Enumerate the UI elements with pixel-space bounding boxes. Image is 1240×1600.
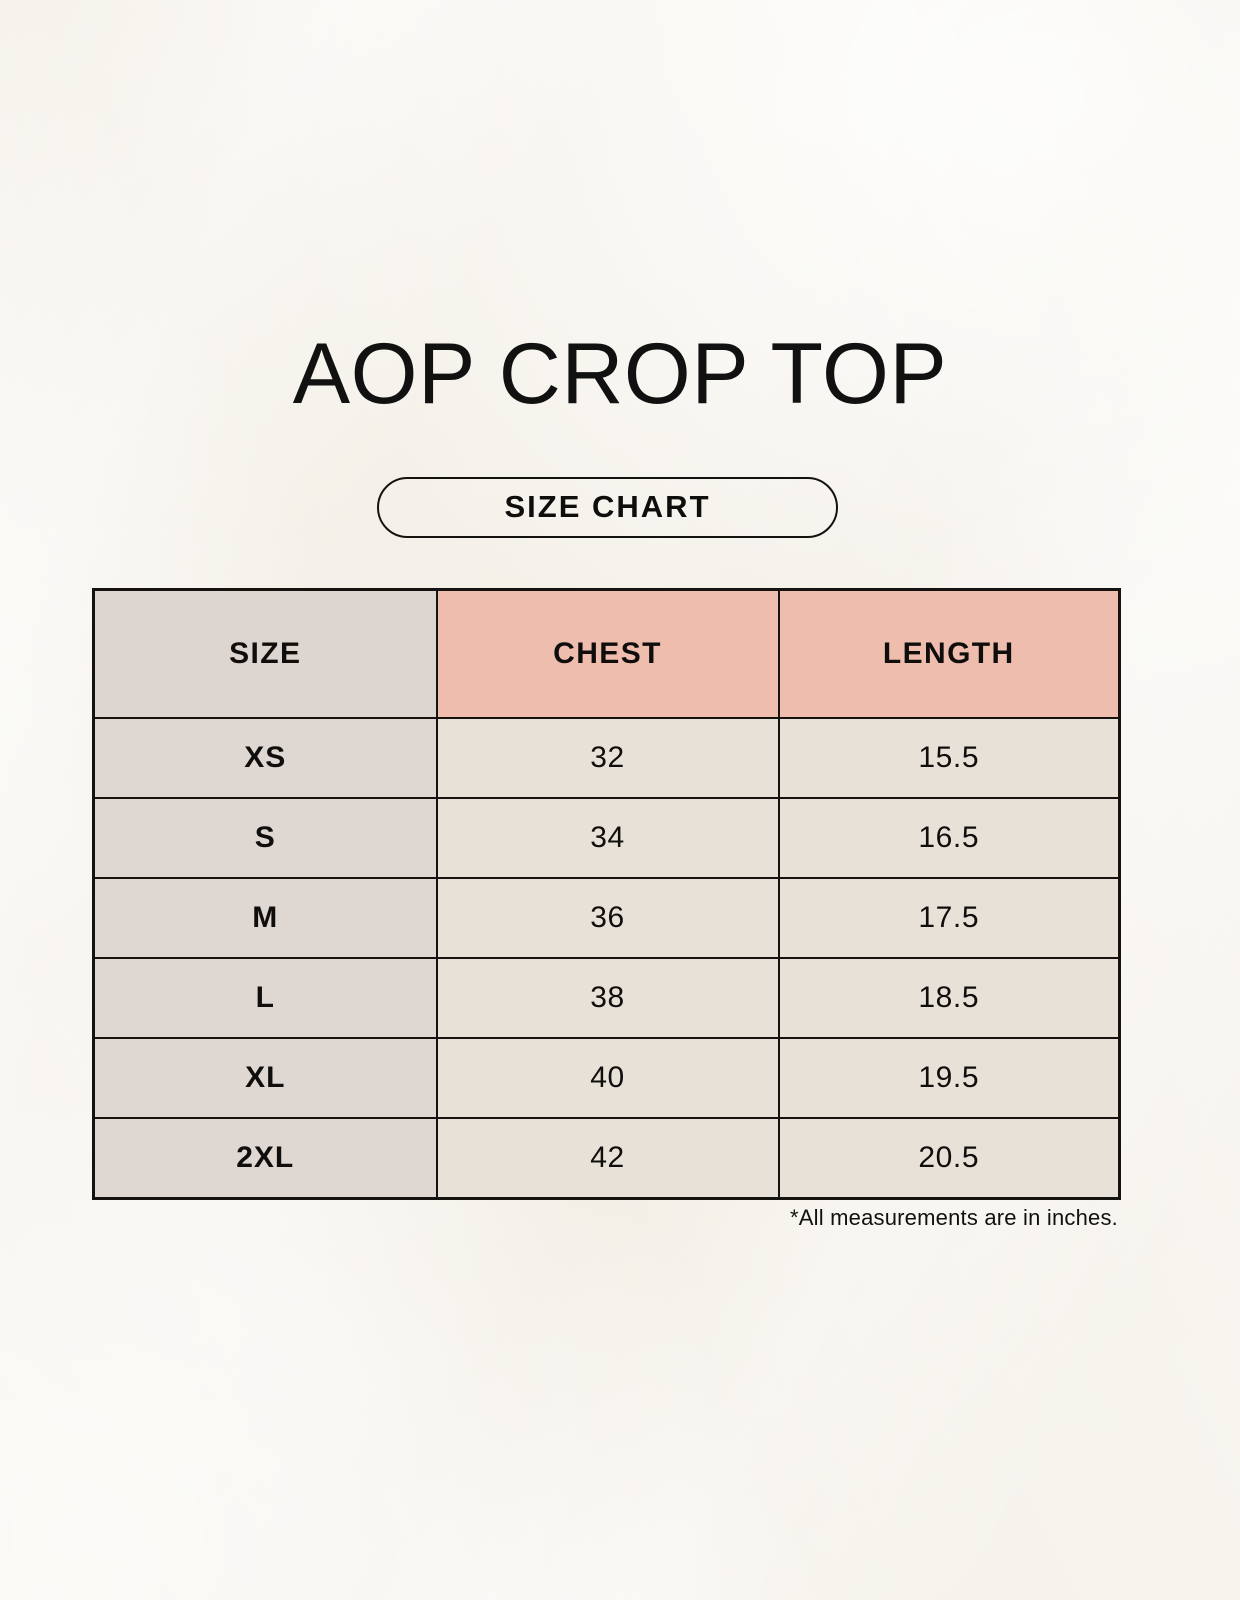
cell-chest: 32 <box>435 717 780 799</box>
table-row: XL 40 19.5 <box>92 1037 1121 1119</box>
size-chart-badge: SIZE CHART <box>377 477 838 538</box>
size-table-header: SIZE CHEST LENGTH <box>92 588 1121 719</box>
cell-chest: 36 <box>435 877 780 959</box>
column-header-size: SIZE <box>92 588 438 719</box>
size-table: SIZE CHEST LENGTH XS 32 15.5 S 34 16.5 M <box>92 588 1121 1200</box>
cell-length: 18.5 <box>777 957 1121 1039</box>
table-row: S 34 16.5 <box>92 797 1121 879</box>
cell-size: L <box>92 957 438 1039</box>
table-row: XS 32 15.5 <box>92 717 1121 799</box>
cell-size: XL <box>92 1037 438 1119</box>
cell-size: S <box>92 797 438 879</box>
column-header-length: LENGTH <box>777 588 1121 719</box>
size-table-body: XS 32 15.5 S 34 16.5 M 36 17.5 L 38 <box>92 717 1121 1199</box>
column-header-chest: CHEST <box>435 588 780 719</box>
cell-length: 15.5 <box>777 717 1121 799</box>
measurement-unit-footnote: *All measurements are in inches. <box>790 1205 1118 1230</box>
table-header-row: SIZE CHEST LENGTH <box>92 588 1121 719</box>
cell-size: M <box>92 877 438 959</box>
page-title: AOP CROP TOP <box>292 326 948 422</box>
cell-size: XS <box>92 717 438 799</box>
table-row: L 38 18.5 <box>92 957 1121 1039</box>
size-table-container: SIZE CHEST LENGTH XS 32 15.5 S 34 16.5 M <box>92 588 1121 1200</box>
table-row: M 36 17.5 <box>92 877 1121 959</box>
cell-length: 20.5 <box>777 1117 1121 1199</box>
cell-length: 19.5 <box>777 1037 1121 1119</box>
cell-chest: 42 <box>435 1117 780 1199</box>
cell-chest: 38 <box>435 957 780 1039</box>
cell-length: 17.5 <box>777 877 1121 959</box>
cell-size: 2XL <box>92 1117 438 1199</box>
cell-chest: 40 <box>435 1037 780 1119</box>
size-chart-badge-label: SIZE CHART <box>504 489 711 524</box>
table-row: 2XL 42 20.5 <box>92 1117 1121 1199</box>
cell-chest: 34 <box>435 797 780 879</box>
cell-length: 16.5 <box>777 797 1121 879</box>
